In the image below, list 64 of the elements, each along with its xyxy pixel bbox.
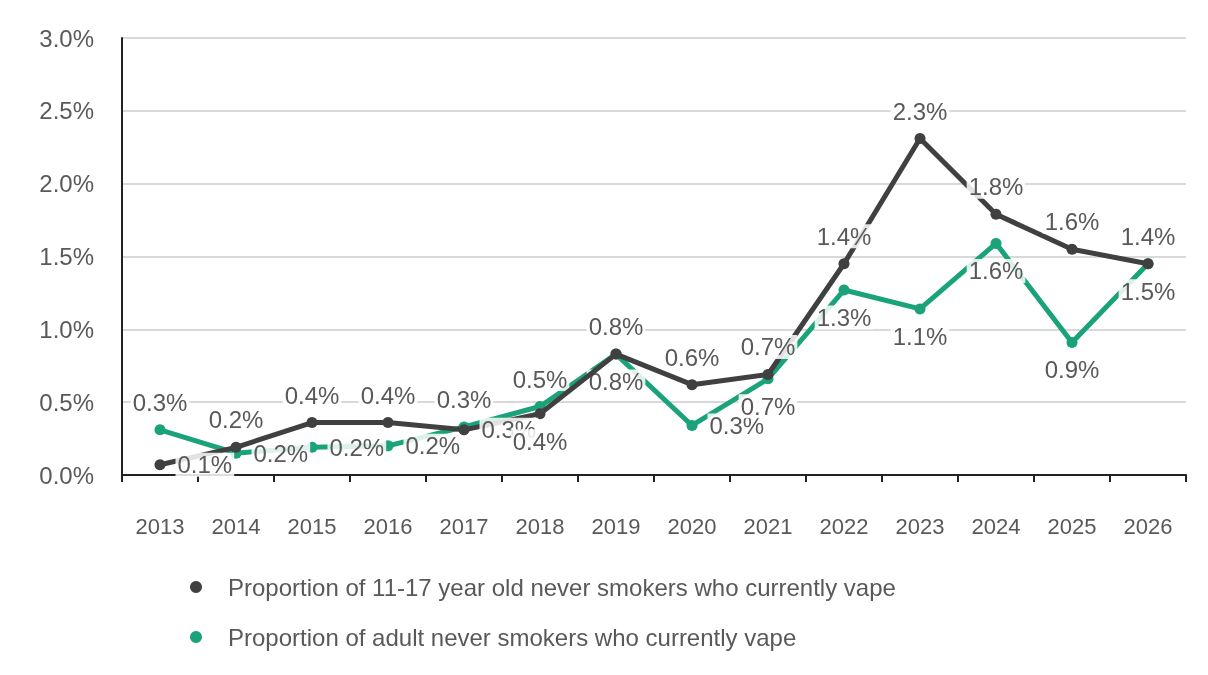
data-label: 0.2%	[208, 406, 264, 434]
data-label: 1.4%	[816, 222, 872, 250]
x-tick-label: 2018	[515, 513, 565, 539]
point	[230, 441, 242, 453]
data-label: 2.3%	[892, 97, 948, 125]
x-tick-label: 2025	[1047, 513, 1097, 539]
point	[914, 303, 926, 315]
x-tick-label: 2016	[363, 513, 413, 539]
point	[914, 133, 926, 145]
data-label: 1.1%	[892, 322, 948, 350]
data-label: 0.8%	[588, 368, 644, 396]
point	[838, 284, 850, 296]
data-label: 0.3%	[436, 385, 492, 413]
point	[306, 417, 318, 429]
data-label: 1.6%	[1044, 208, 1100, 236]
data-label: 0.4%	[284, 381, 340, 409]
data-label: 0.1%	[177, 451, 233, 479]
data-label: 1.3%	[816, 304, 872, 331]
data-label: 1.6%	[968, 257, 1024, 285]
y-tick-label: 2.0%	[39, 170, 94, 198]
data-label: 0.2%	[329, 433, 385, 461]
y-tick-label: 0.5%	[39, 388, 94, 416]
data-label: 0.8%	[588, 313, 644, 341]
x-tick-label: 2014	[211, 513, 261, 539]
x-tick-label: 2024	[971, 513, 1021, 539]
x-tick-label: 2017	[439, 513, 489, 539]
point	[1066, 336, 1078, 348]
data-label: 0.4%	[360, 381, 416, 409]
point	[686, 379, 698, 391]
data-label: 1.8%	[968, 173, 1024, 201]
y-tick-label: 1.0%	[39, 315, 94, 343]
x-tick-label: 2019	[591, 513, 641, 539]
data-label: 0.6%	[664, 343, 720, 371]
point	[1066, 243, 1078, 255]
legend-label: Proportion of 11-17 year old never smokers who currently vape	[228, 573, 896, 601]
y-tick-label: 0.0%	[39, 461, 94, 489]
data-label: 0.9%	[1044, 356, 1100, 384]
point	[762, 368, 774, 380]
point	[154, 459, 166, 471]
data-label: 0.2%	[253, 439, 309, 467]
data-label: 0.7%	[740, 333, 796, 361]
data-label: 0.2%	[405, 432, 461, 460]
x-tick-label: 2026	[1123, 513, 1173, 539]
data-label: 0.5%	[512, 365, 568, 393]
point	[686, 419, 698, 431]
data-label: 0.3%	[132, 388, 188, 416]
x-tick-label: 2022	[819, 513, 869, 539]
data-label: 1.5%	[1120, 277, 1176, 305]
legend-label: Proportion of adult never smokers who currently vape	[228, 623, 797, 651]
x-tick-label: 2013	[135, 513, 185, 539]
x-tick-label: 2021	[743, 513, 793, 539]
point	[990, 237, 1002, 249]
x-tick-label: 2020	[667, 513, 717, 539]
x-tick-label: 2015	[287, 513, 337, 539]
y-tick-label: 2.5%	[39, 97, 94, 125]
data-label: 1.4%	[1120, 222, 1176, 250]
point	[838, 258, 850, 270]
point	[382, 417, 394, 429]
y-tick-label: 1.5%	[39, 243, 94, 270]
point	[990, 208, 1002, 220]
point	[154, 424, 166, 436]
y-tick-label: 3.0%	[39, 24, 94, 52]
point	[534, 408, 546, 420]
x-tick-label: 2023	[895, 513, 945, 539]
